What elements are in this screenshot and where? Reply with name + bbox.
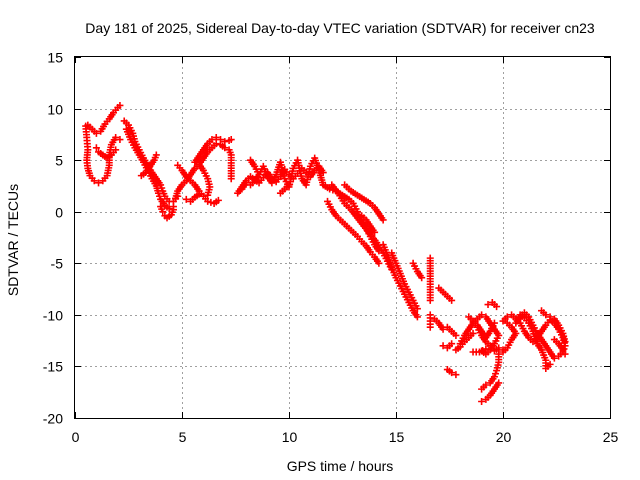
data-point bbox=[448, 296, 456, 304]
data-point bbox=[546, 313, 554, 321]
data-point bbox=[486, 342, 494, 350]
data-point bbox=[214, 196, 222, 204]
data-point bbox=[426, 323, 434, 331]
data-points bbox=[82, 101, 569, 405]
data-point bbox=[413, 313, 421, 321]
grid bbox=[75, 57, 610, 418]
x-tick-label: 25 bbox=[603, 429, 619, 445]
data-point bbox=[227, 136, 235, 144]
data-point bbox=[204, 197, 212, 205]
data-point bbox=[490, 319, 498, 327]
x-tick-label: 15 bbox=[389, 429, 405, 445]
y-axis-label: SDTVAR / TECUs bbox=[5, 184, 21, 296]
data-point bbox=[439, 325, 447, 333]
data-point bbox=[169, 206, 177, 214]
data-point bbox=[375, 259, 383, 267]
data-point bbox=[182, 195, 190, 203]
data-point bbox=[499, 348, 507, 356]
data-point bbox=[255, 171, 263, 179]
y-tick-label: 5 bbox=[55, 153, 63, 169]
data-point bbox=[159, 208, 167, 216]
data-point bbox=[116, 101, 124, 109]
data-point bbox=[413, 305, 421, 313]
axis-ticks: 0 5 10 15 20 25 -20 -15 -10 -5 0 5 10 15 bbox=[43, 50, 619, 446]
data-point bbox=[195, 190, 203, 198]
data-point bbox=[448, 369, 456, 377]
data-point bbox=[112, 146, 120, 154]
y-tick-label: 0 bbox=[55, 205, 63, 221]
data-point bbox=[379, 216, 387, 224]
data-point bbox=[95, 179, 103, 187]
data-point bbox=[546, 360, 554, 368]
data-point bbox=[204, 191, 212, 199]
data-point bbox=[242, 179, 250, 187]
data-point bbox=[418, 274, 426, 282]
data-point bbox=[495, 350, 503, 358]
data-point bbox=[212, 140, 220, 148]
data-point bbox=[90, 177, 98, 185]
y-tick-label: -10 bbox=[43, 308, 63, 324]
data-point bbox=[112, 133, 120, 141]
y-tick-label: 15 bbox=[47, 50, 63, 66]
data-point bbox=[285, 181, 293, 189]
data-point bbox=[542, 311, 550, 319]
data-point bbox=[221, 138, 229, 146]
data-point bbox=[212, 133, 220, 141]
data-point bbox=[469, 329, 477, 337]
data-point bbox=[493, 303, 501, 311]
data-point bbox=[116, 136, 124, 144]
data-point bbox=[92, 129, 100, 137]
data-point bbox=[452, 371, 460, 379]
data-point bbox=[452, 331, 460, 339]
data-point bbox=[221, 144, 229, 152]
data-point bbox=[448, 340, 456, 348]
y-tick-label: -20 bbox=[43, 411, 63, 427]
data-point bbox=[561, 350, 569, 358]
data-point bbox=[478, 311, 486, 319]
data-point bbox=[495, 344, 503, 352]
x-tick-label: 20 bbox=[496, 429, 512, 445]
x-tick-label: 0 bbox=[72, 429, 80, 445]
data-point bbox=[92, 144, 100, 152]
data-point bbox=[482, 345, 490, 353]
data-point bbox=[165, 205, 173, 213]
x-tick-label: 5 bbox=[179, 429, 187, 445]
data-point bbox=[152, 151, 160, 159]
plot-frame bbox=[74, 56, 611, 419]
y-tick-label: -15 bbox=[43, 359, 63, 375]
data-point bbox=[426, 296, 434, 304]
data-point bbox=[439, 342, 447, 350]
data-point bbox=[482, 381, 490, 389]
y-tick-label: -5 bbox=[51, 256, 64, 272]
y-tick-label: 10 bbox=[47, 102, 63, 118]
data-point bbox=[561, 338, 569, 346]
x-axis-label: GPS time / hours bbox=[287, 458, 394, 474]
data-point bbox=[208, 136, 216, 144]
data-point bbox=[512, 319, 520, 327]
data-point bbox=[227, 175, 235, 183]
data-point bbox=[503, 313, 511, 321]
data-point bbox=[371, 228, 379, 236]
data-point bbox=[495, 379, 503, 387]
x-tick-label: 10 bbox=[282, 429, 298, 445]
data-point bbox=[484, 301, 492, 309]
data-point bbox=[478, 397, 486, 405]
chart-title: Day 181 of 2025, Sidereal Day-to-day VTE… bbox=[85, 20, 595, 36]
data-point bbox=[559, 346, 567, 354]
